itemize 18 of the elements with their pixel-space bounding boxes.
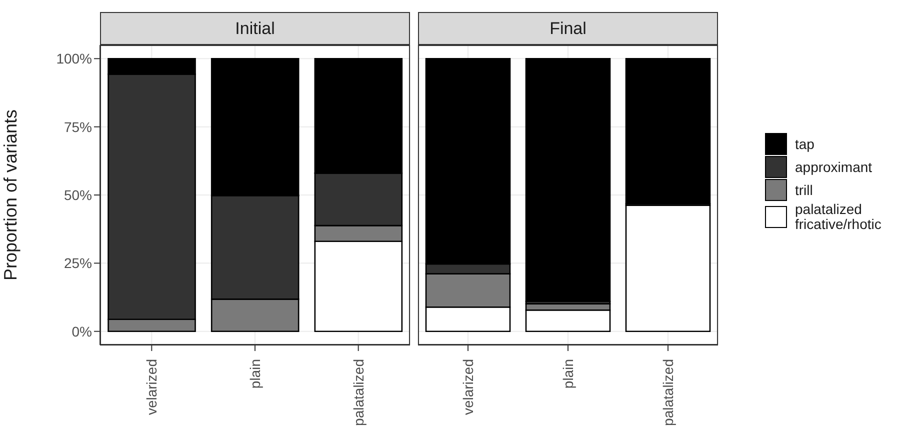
y-tick-label: 75% (64, 118, 92, 135)
x-tick-label: palatalized (660, 359, 676, 426)
chart-title: Final (418, 12, 718, 45)
y-tick-label: 100% (56, 50, 92, 67)
legend-label: tap (795, 136, 816, 152)
x-tick-label: palatalized (350, 359, 366, 426)
legend-label: trill (795, 182, 814, 198)
legend-label: palatalized fricative/rhotic (795, 201, 882, 232)
x-tick-label: velarized (460, 359, 476, 416)
y-tick-label: 25% (64, 255, 92, 272)
y-tick-label: 50% (64, 186, 92, 203)
y-tick-label: 0% (72, 323, 92, 340)
y-axis-title: Proportion of variants (0, 109, 20, 281)
x-tick-label: velarized (144, 359, 160, 416)
x-tick-label: plain (247, 359, 263, 389)
legend-label: approximant (795, 158, 874, 174)
x-tick-label: plain (560, 359, 576, 389)
chart-title: Initial (100, 12, 410, 45)
